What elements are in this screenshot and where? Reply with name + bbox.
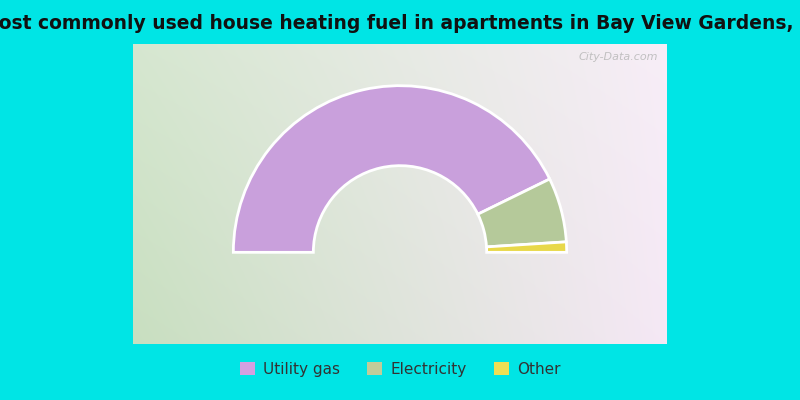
Text: Most commonly used house heating fuel in apartments in Bay View Gardens, IL: Most commonly used house heating fuel in… (0, 14, 800, 33)
Wedge shape (478, 179, 566, 247)
Wedge shape (234, 86, 550, 252)
Legend: Utility gas, Electricity, Other: Utility gas, Electricity, Other (240, 362, 560, 377)
Wedge shape (486, 242, 566, 252)
Text: City-Data.com: City-Data.com (579, 52, 658, 62)
